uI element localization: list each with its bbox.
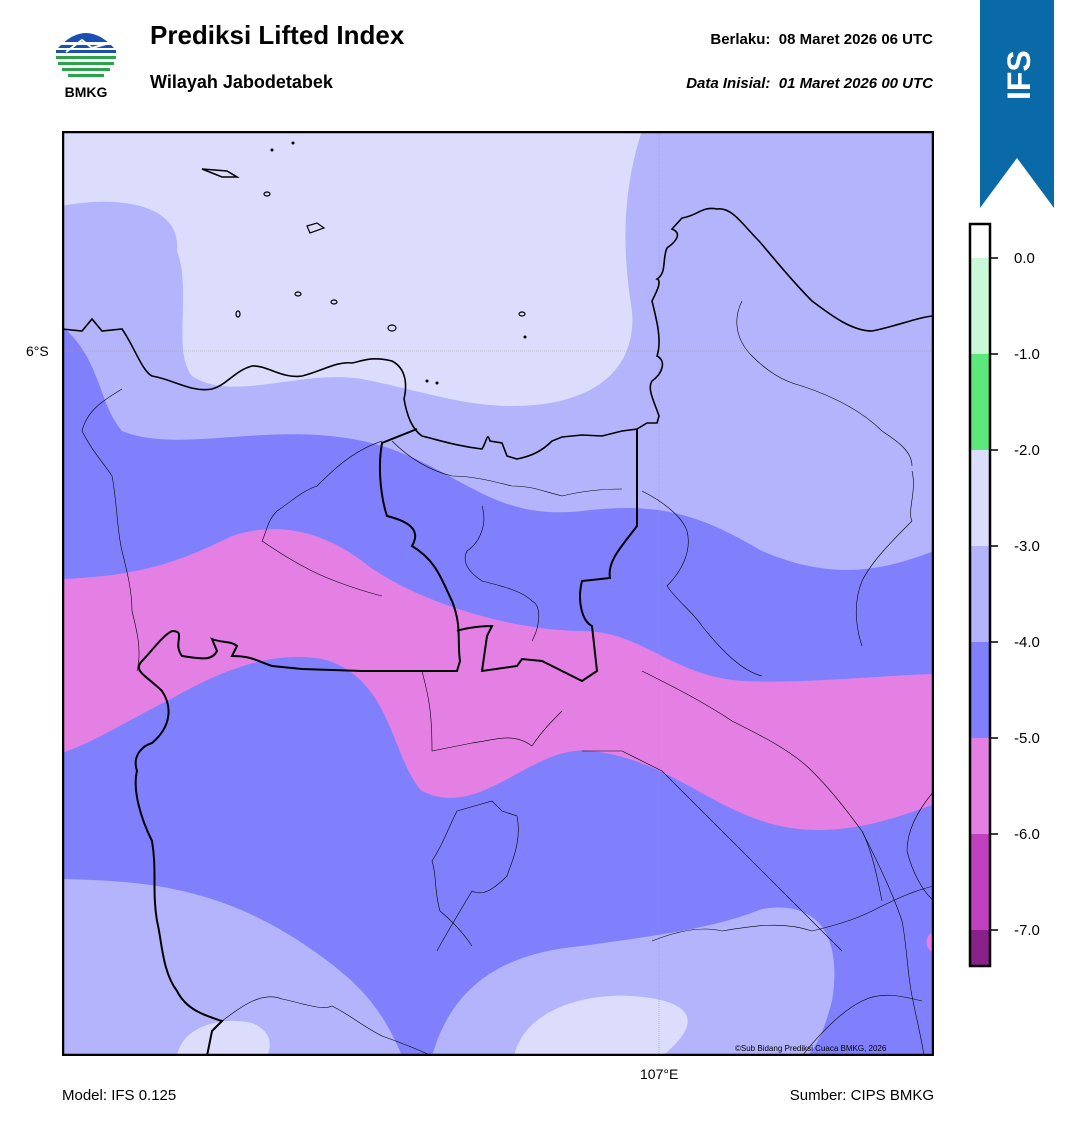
colorbar-tick-label: -6.0 [1014, 826, 1040, 843]
init-value: 01 Maret 2026 00 UTC [778, 75, 933, 92]
valid-value: 08 Maret 2026 06 UTC [778, 31, 933, 48]
island [425, 379, 429, 383]
colorbar-tick-label: -2.0 [1014, 442, 1040, 459]
island [270, 148, 274, 152]
init-time: Data Inisial: 01 Maret 2026 00 UTC [686, 75, 933, 92]
map-border [62, 131, 934, 1056]
island [518, 311, 526, 317]
province-boundary [134, 428, 462, 1056]
zone-minus5-minus6 [62, 529, 934, 830]
lifted-index-map [62, 131, 934, 1056]
colorbar-tick-label: -1.0 [1014, 346, 1040, 363]
colorbar-tick-label: 0.0 [1014, 250, 1035, 267]
logo-text: BMKG [64, 84, 108, 100]
longitude-label: 107°E [640, 1066, 679, 1082]
island [235, 310, 241, 318]
zone-minus3-minus4-bottom-center [432, 907, 835, 1056]
island [306, 222, 326, 234]
island [291, 141, 295, 145]
colorbar-tick-label: -7.0 [1014, 922, 1040, 939]
colorbar-bin-minus5-minus6 [970, 738, 990, 834]
province-boundary-east [456, 429, 638, 683]
regency-boundaries [81, 300, 934, 1056]
colorbar-tick-label: -5.0 [1014, 730, 1040, 747]
colorbar-bin-minus3-minus4 [970, 546, 990, 642]
valid-label: Berlaku: [710, 31, 771, 48]
colorbar-border [968, 222, 992, 968]
colorbar-bin-minus1-minus2 [970, 354, 990, 450]
colorbar-bin-minus2-minus3 [970, 450, 990, 546]
colorbar-tick-label: -3.0 [1014, 538, 1040, 555]
zone-minus2-minus3-bottom-left [177, 1020, 270, 1056]
colorbar-bin-top [970, 224, 990, 258]
colorbar-bin-below-minus7 [970, 930, 990, 966]
colorbar-ticks [990, 257, 998, 931]
model-label: Model: IFS 0.125 [62, 1087, 177, 1104]
ifs-badge-text: IFS [1001, 50, 1037, 100]
colorbar-bin-above-minus1 [970, 258, 990, 354]
valid-time: Berlaku: 08 Maret 2026 06 UTC [710, 31, 933, 48]
coastline [62, 207, 934, 460]
ifs-badge: IFS [980, 0, 1054, 208]
bmkg-logo [56, 33, 116, 77]
island [435, 381, 439, 385]
colorbar-bin-minus6-minus7 [970, 834, 990, 930]
island [523, 335, 527, 339]
colorbar-bin-minus4-minus5 [970, 642, 990, 738]
init-label: Data Inisial: [686, 75, 771, 92]
island [201, 168, 240, 178]
island [330, 299, 338, 305]
zone-minus2-minus3-top [62, 131, 642, 406]
zone-minus2-minus3-bottom-center [514, 995, 688, 1056]
colorbar-tick-label: -4.0 [1014, 634, 1040, 651]
page-title: Prediksi Lifted Index [150, 20, 405, 50]
zone-minus3-minus4-bottom-left [62, 879, 402, 1056]
page-subtitle: Wilayah Jabodetabek [150, 72, 333, 92]
island [263, 191, 271, 197]
source-label: Sumber: CIPS BMKG [789, 1087, 934, 1104]
colorbar: 0.0 -1.0 -2.0 -3.0 -4.0 -5.0 -6.0 -7.0 [968, 222, 1048, 968]
island [294, 291, 302, 297]
latitude-label: 6°S [26, 343, 49, 359]
copyright-text: ©Sub Bidang Prediksi Cuaca BMKG, 2026 [735, 1044, 887, 1053]
island [387, 324, 397, 332]
colorbar-scale [968, 222, 998, 968]
